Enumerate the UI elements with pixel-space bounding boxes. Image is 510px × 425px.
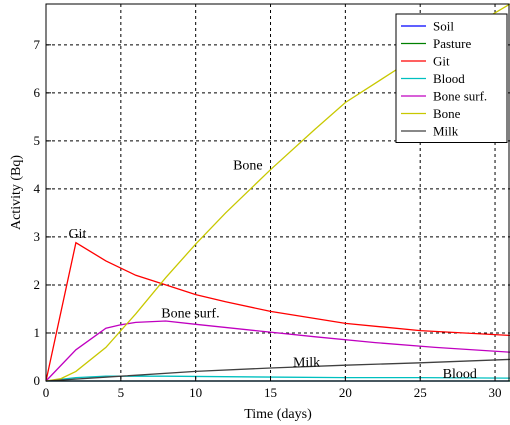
series-line-bone-surf bbox=[45, 320, 510, 382]
x-axis-ticks: 0 5 10 15 20 25 30 bbox=[43, 376, 502, 400]
legend-entry-label: Soil bbox=[433, 19, 454, 34]
legend-entry-label: Pasture bbox=[433, 36, 472, 51]
legend-entry-label: Milk bbox=[433, 124, 459, 139]
legend-entry-label: Bone bbox=[433, 106, 461, 121]
y-tick-label: 1 bbox=[34, 325, 41, 340]
legend-entry-label: Blood bbox=[433, 71, 465, 86]
y-tick-label: 0 bbox=[34, 373, 41, 388]
legend: Soil Pasture Git Blood Bone surf. Bone Milk bbox=[395, 13, 508, 143]
y-tick-label: 3 bbox=[34, 229, 41, 244]
annotation-bone: Bone bbox=[233, 159, 263, 174]
y-tick-label: 5 bbox=[34, 133, 41, 148]
x-tick-label: 25 bbox=[414, 385, 427, 400]
annotation-git: Git bbox=[68, 227, 86, 242]
y-tick-label: 6 bbox=[34, 85, 41, 100]
y-tick-label: 2 bbox=[34, 277, 41, 292]
series-line-git bbox=[45, 241, 510, 382]
x-tick-label: 0 bbox=[43, 385, 50, 400]
y-tick-label: 4 bbox=[34, 181, 41, 196]
x-tick-label: 30 bbox=[489, 385, 502, 400]
series-line-bone bbox=[45, 3, 510, 382]
annotations: Git Bone Bone surf. Milk Blood bbox=[68, 159, 476, 382]
legend-entry-label: Bone surf. bbox=[433, 89, 487, 104]
annotation-milk: Milk bbox=[293, 356, 320, 371]
annotation-blood: Blood bbox=[443, 367, 477, 382]
legend-entry-label: Git bbox=[433, 54, 450, 69]
annotation-bone-surf: Bone surf. bbox=[161, 307, 219, 322]
x-tick-label: 10 bbox=[189, 385, 202, 400]
x-tick-label: 15 bbox=[264, 385, 277, 400]
series-line-blood bbox=[45, 375, 510, 382]
y-axis-label: Activity (Bq) bbox=[9, 155, 24, 230]
x-tick-label: 20 bbox=[339, 385, 352, 400]
plot-frame bbox=[45, 3, 510, 382]
x-axis-label: Time (days) bbox=[244, 407, 312, 422]
y-tick-label: 7 bbox=[34, 37, 41, 52]
y-axis-ticks: 0 1 2 3 4 5 6 7 bbox=[34, 37, 51, 388]
x-tick-label: 5 bbox=[118, 385, 125, 400]
